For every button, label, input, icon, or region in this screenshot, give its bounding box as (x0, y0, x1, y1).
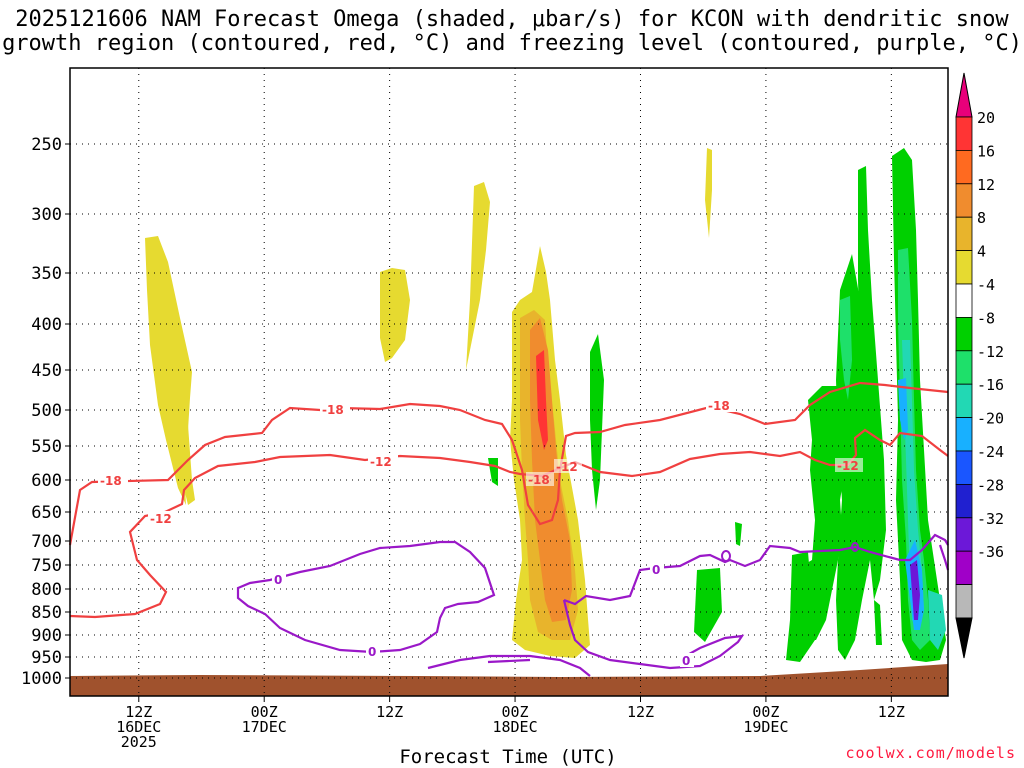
colorbar-label: -16 (977, 376, 1004, 394)
y-tick-label: 550 (31, 437, 62, 457)
contour-label-minus12: -12 (837, 459, 859, 473)
contour-label-zero: 0 (652, 563, 660, 577)
credit-text: coolwx.com/models (845, 744, 1016, 762)
colorbar-label: -4 (977, 276, 995, 294)
colorbar-swatch (955, 216, 973, 251)
x-tick-label: 12Z (376, 703, 403, 721)
dgz-contour-minus12 (69, 428, 949, 619)
y-tick-label: 700 (31, 532, 62, 552)
colorbar-swatch (955, 517, 973, 552)
contour-label-zero: 0 (682, 654, 690, 668)
colorbar-label: -36 (977, 543, 1004, 561)
freezing-contour-zero (563, 533, 949, 606)
y-tick-label: 650 (31, 503, 62, 523)
colorbar-label: -20 (977, 410, 1004, 428)
omega-yellow-region (380, 268, 410, 362)
colorbar-label: -24 (977, 443, 1004, 461)
x-tick-label: 18DEC (492, 718, 537, 736)
colorbar-swatch (955, 183, 973, 218)
x-tick-label: 00Z (502, 703, 529, 721)
colorbar: 20 16 12 8 4 -4 -8 -12 -16 -20 -24 -28 -32 -36 (955, 72, 1004, 659)
x-tick-label: 17DEC (242, 718, 287, 736)
terrain-ground (70, 664, 948, 696)
chart-title-line1: 2025121606 NAM Forecast Omega (shaded, μ… (15, 7, 1009, 32)
freezing-level-contours (236, 533, 950, 677)
y-tick-label: 500 (31, 401, 62, 421)
colorbar-label: -8 (977, 309, 995, 327)
colorbar-swatch (955, 250, 973, 285)
omega-yellow-region (705, 148, 712, 238)
contour-label-zero: 0 (368, 645, 376, 659)
plot-frame (69, 67, 949, 697)
omega-shading (145, 148, 946, 662)
colorbar-swatch (955, 450, 973, 485)
y-tick-label: 1000 (21, 669, 62, 689)
x-tick-label: 12Z (878, 703, 905, 721)
x-tick-label: 12Z (125, 703, 152, 721)
y-tick-label: 400 (31, 315, 62, 335)
omega-green-region (488, 458, 498, 486)
dgz-contours (68, 381, 949, 619)
x-axis-label: Forecast Time (UTC) (399, 746, 617, 768)
omega-green-region (590, 334, 604, 510)
colorbar-swatch (955, 350, 973, 385)
x-tick-label: 2025 (121, 733, 157, 751)
y-tick-label: 350 (31, 264, 62, 284)
colorbar-swatch (955, 417, 973, 452)
contour-labels: -18 -18 -18 -18 -12 -12 -12 -12 (98, 398, 863, 526)
y-tick-label: 850 (31, 603, 62, 623)
y-tick-label: 600 (31, 471, 62, 491)
colorbar-label: 12 (977, 176, 995, 194)
y-tick-label: 900 (31, 626, 62, 646)
colorbar-bottom-arrow (955, 617, 973, 659)
y-tick-label: 950 (31, 648, 62, 668)
x-tick-label: 00Z (251, 703, 278, 721)
colorbar-label: -28 (977, 476, 1004, 494)
contour-label-minus18: -18 (322, 403, 344, 417)
colorbar-label: 20 (977, 109, 995, 127)
y-tick-label: 300 (31, 205, 62, 225)
omega-green-region (694, 568, 722, 642)
x-tick-label: 00Z (752, 703, 779, 721)
colorbar-label: -32 (977, 510, 1004, 528)
y-tick-label: 750 (31, 556, 62, 576)
contour-label-minus12: -12 (150, 512, 172, 526)
colorbar-swatch (955, 483, 973, 519)
colorbar-swatch (955, 316, 973, 352)
freezing-contour-zero (236, 540, 496, 654)
x-tick-label: 16DEC (116, 718, 161, 736)
colorbar-swatch (955, 584, 973, 619)
chart-title-line2: growth region (contoured, red, °C) and f… (2, 31, 1022, 56)
y-axis: 250 300 350 400 450 500 550 600 650 700 750 800 850 9… (21, 135, 70, 689)
freezing-contour-labels: 0 0 0 0 (272, 562, 694, 668)
contour-label-zero: 0 (274, 573, 282, 587)
x-tick-label: 12Z (627, 703, 654, 721)
contour-label-minus18: -18 (528, 473, 550, 487)
colorbar-swatch (955, 149, 973, 185)
contour-label-minus12: -12 (556, 460, 578, 474)
colorbar-label: 4 (977, 243, 986, 261)
contour-label-minus18: -18 (708, 399, 730, 413)
colorbar-label: -12 (977, 343, 1004, 361)
contour-label-minus12: -12 (370, 455, 392, 469)
colorbar-swatch (955, 550, 973, 586)
colorbar-top-arrow (955, 72, 973, 118)
x-tick-label: 19DEC (743, 718, 788, 736)
freezing-contour-zero (427, 654, 591, 677)
colorbar-label: 8 (977, 209, 986, 227)
colorbar-swatch (955, 283, 973, 318)
dgz-contour-minus18 (68, 381, 949, 546)
y-tick-label: 800 (31, 580, 62, 600)
omega-yellow-region (466, 182, 490, 370)
y-tick-label: 250 (31, 135, 62, 155)
colorbar-swatch (955, 116, 973, 151)
y-tick-label: 450 (31, 361, 62, 381)
contour-label-minus18: -18 (100, 474, 122, 488)
colorbar-swatch (955, 383, 973, 419)
colorbar-label: 16 (977, 142, 995, 160)
